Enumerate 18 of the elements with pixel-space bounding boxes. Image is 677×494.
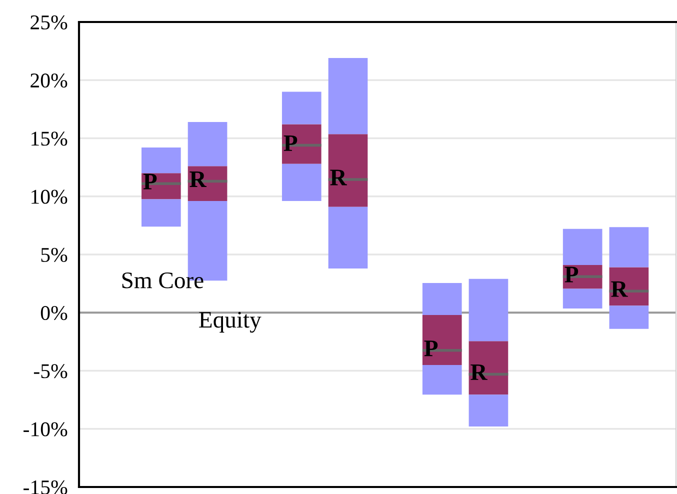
y-tick-label: 5% bbox=[41, 248, 68, 262]
y-tick-label: 15% bbox=[32, 132, 68, 146]
text: R bbox=[330, 170, 347, 186]
text: R bbox=[611, 281, 628, 297]
y-tick-label: -10% bbox=[24, 422, 68, 436]
annotation: Equity bbox=[199, 312, 262, 333]
series-label: R bbox=[190, 171, 207, 187]
series-label: P bbox=[143, 174, 157, 190]
text: P bbox=[424, 340, 438, 356]
y-tick-label: 10% bbox=[32, 190, 68, 204]
text: R bbox=[470, 364, 488, 380]
text: P bbox=[564, 266, 578, 282]
y-tick-label: 25% bbox=[30, 15, 68, 30]
y-tick-label: -5% bbox=[34, 364, 68, 378]
y-tick-label: 20% bbox=[30, 74, 68, 88]
annotation: Sm Core bbox=[122, 272, 204, 288]
text: P bbox=[284, 135, 298, 151]
y-tick-label: 0% bbox=[40, 306, 68, 320]
